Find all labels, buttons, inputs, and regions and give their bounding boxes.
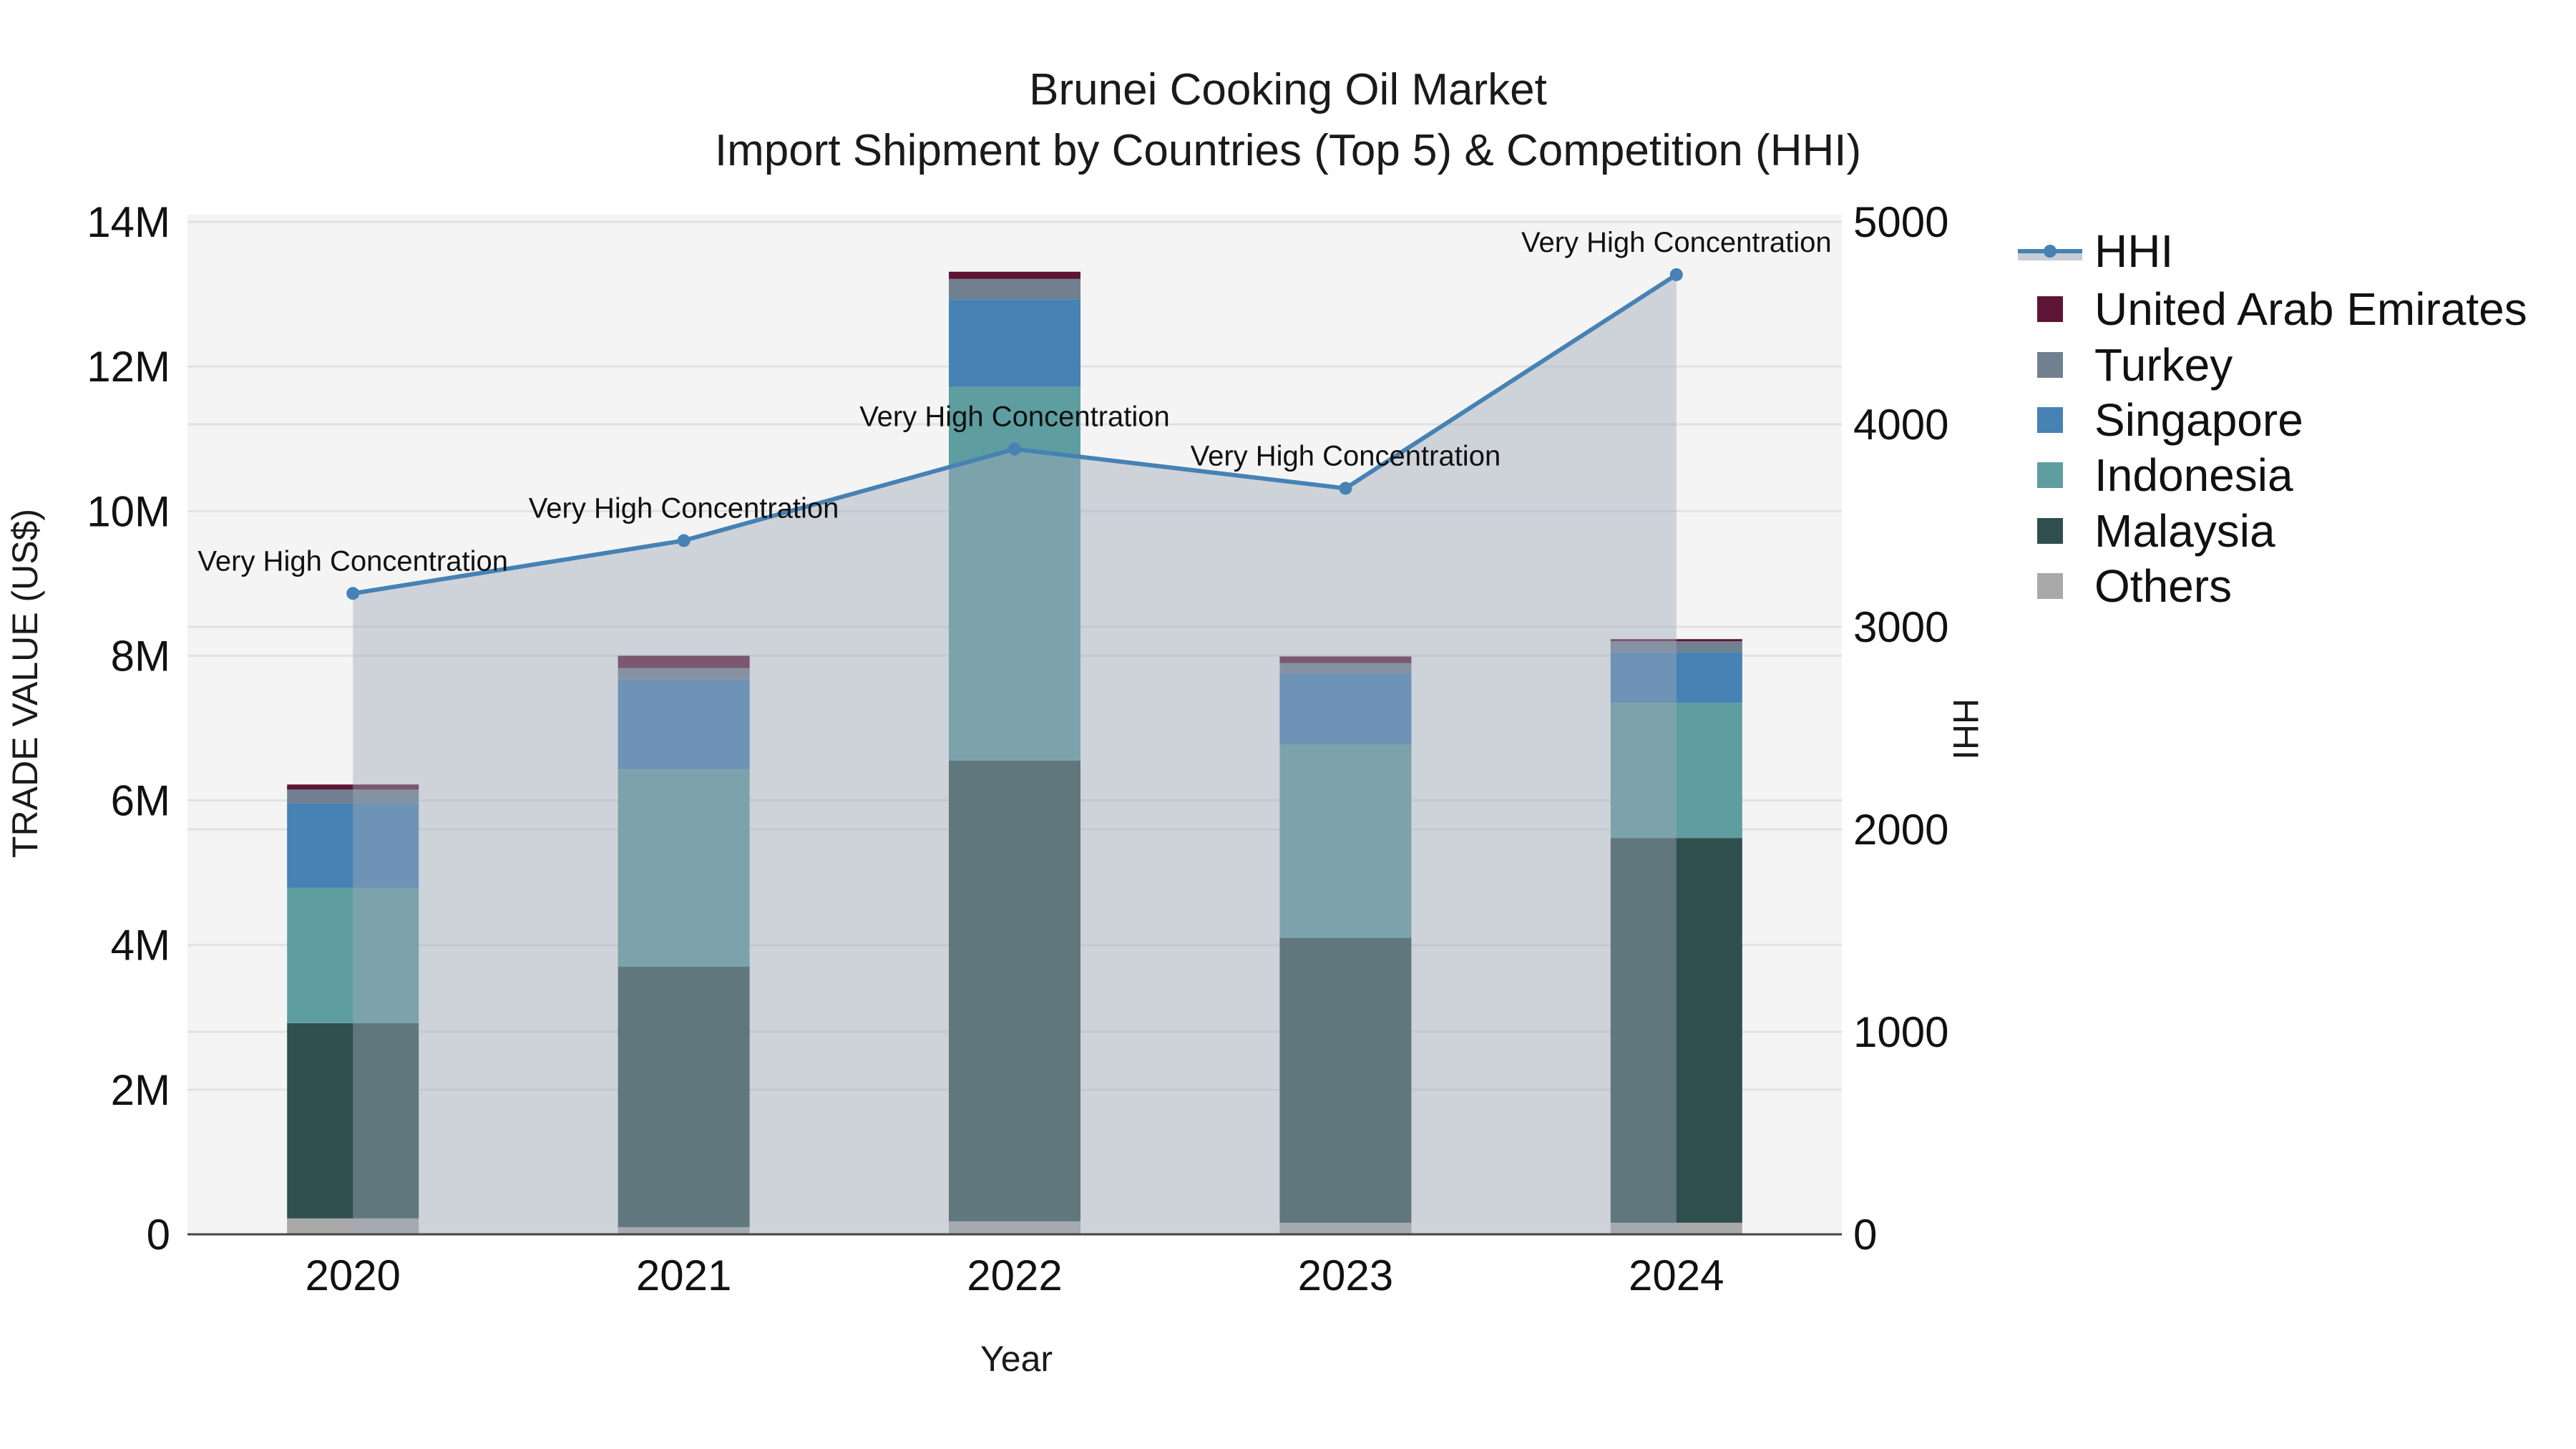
- bar-segment-others: [287, 1218, 419, 1234]
- y-axis-right-title: HHI: [1946, 698, 1986, 761]
- bar-segment-malaysia: [287, 1023, 419, 1219]
- bar-segment-malaysia: [949, 760, 1080, 1221]
- bar-segment-turkey: [287, 789, 419, 804]
- bar-segment-singapore: [287, 803, 419, 888]
- hhi-marker: [677, 534, 691, 547]
- bar-segment-turkey: [1279, 663, 1412, 673]
- legend-label: Indonesia: [2094, 449, 2293, 501]
- y-right-tick-label: 4000: [1853, 401, 1948, 449]
- y-left-tick-label: 12M: [87, 343, 170, 391]
- bar-segment-singapore: [618, 679, 750, 770]
- x-axis-title: Year: [980, 1339, 1053, 1379]
- hhi-annotation: Very High Concentration: [1191, 440, 1501, 472]
- bar-segment-others: [1279, 1222, 1412, 1234]
- square-swatch-icon: [2037, 407, 2063, 433]
- legend-label: HHI: [2094, 225, 2174, 277]
- y-axis-left-title: TRADE VALUE (US$): [5, 508, 45, 858]
- bar-segment-malaysia: [618, 967, 750, 1227]
- bar-segment-malaysia: [1279, 937, 1412, 1223]
- bar-segment-indonesia: [1279, 744, 1412, 938]
- y-left-tick-label: 14M: [87, 198, 170, 246]
- bar-segment-indonesia: [287, 887, 419, 1023]
- y-right-tick-label: 5000: [1853, 198, 1948, 246]
- x-tick-label: 2022: [967, 1252, 1062, 1299]
- bar-segment-others: [949, 1221, 1080, 1234]
- chart-title-line-1: Brunei Cooking Oil Market: [1029, 65, 1547, 114]
- legend-label: Malaysia: [2094, 505, 2275, 557]
- bar-segment-singapore: [949, 299, 1080, 387]
- hhi-annotation: Very High Concentration: [1521, 227, 1832, 258]
- y-right-tick-label: 1000: [1853, 1008, 1948, 1056]
- x-tick-label: 2023: [1298, 1252, 1393, 1299]
- square-swatch-icon: [2037, 573, 2063, 599]
- legend-label: Singapore: [2094, 394, 2303, 446]
- bar-segment-turkey: [1610, 641, 1742, 653]
- hhi-marker: [1339, 482, 1352, 495]
- bar-segment-singapore: [1610, 652, 1742, 703]
- y-left-tick-label: 0: [147, 1211, 170, 1259]
- y-left-tick-label: 10M: [87, 487, 170, 535]
- hhi-marker: [1008, 442, 1021, 456]
- line-marker-icon: [2018, 245, 2082, 260]
- legend-label: United Arab Emirates: [2094, 283, 2527, 335]
- bar-segment-indonesia: [618, 769, 750, 967]
- hhi-annotation: Very High Concentration: [529, 492, 839, 524]
- hhi-annotation: Very High Concentration: [197, 545, 508, 577]
- y-left-tick-label: 4M: [111, 922, 170, 970]
- bar-segment-united-arab-emirates: [1279, 656, 1412, 663]
- hhi-marker: [1669, 268, 1683, 281]
- square-swatch-icon: [2037, 352, 2063, 378]
- bar-segment-united-arab-emirates: [949, 271, 1080, 279]
- bar-segment-united-arab-emirates: [287, 784, 419, 790]
- y-right-tick-label: 2000: [1853, 806, 1948, 854]
- square-swatch-icon: [2037, 518, 2063, 544]
- y-left-tick-label: 6M: [111, 777, 170, 825]
- y-right-tick-label: 0: [1853, 1211, 1877, 1259]
- legend-label: Turkey: [2094, 339, 2233, 391]
- x-tick-label: 2024: [1629, 1252, 1724, 1299]
- bar-segment-malaysia: [1610, 838, 1742, 1223]
- bar-segment-others: [618, 1226, 750, 1234]
- bar-segment-united-arab-emirates: [618, 655, 750, 668]
- y-left-tick-label: 8M: [111, 632, 170, 680]
- x-tick-label: 2021: [636, 1252, 731, 1299]
- bar-segment-turkey: [949, 278, 1080, 300]
- bar-segment-singapore: [1279, 673, 1412, 745]
- bar-segment-turkey: [618, 668, 750, 680]
- y-left-tick-label: 2M: [111, 1066, 170, 1114]
- y-right-tick-label: 3000: [1853, 603, 1948, 651]
- x-tick-label: 2020: [305, 1252, 400, 1299]
- hhi-area-fill: [353, 274, 1677, 1234]
- legend-label: Others: [2094, 560, 2233, 612]
- bar-segment-indonesia: [1610, 703, 1742, 839]
- bar-segment-others: [1610, 1222, 1742, 1234]
- square-swatch-icon: [2037, 296, 2063, 322]
- square-swatch-icon: [2037, 462, 2063, 488]
- bar-segment-united-arab-emirates: [1610, 639, 1742, 642]
- chart-title-line-2: Import Shipment by Countries (Top 5) & C…: [714, 126, 1862, 175]
- hhi-marker: [346, 587, 360, 600]
- hhi-annotation: Very High Concentration: [859, 401, 1170, 433]
